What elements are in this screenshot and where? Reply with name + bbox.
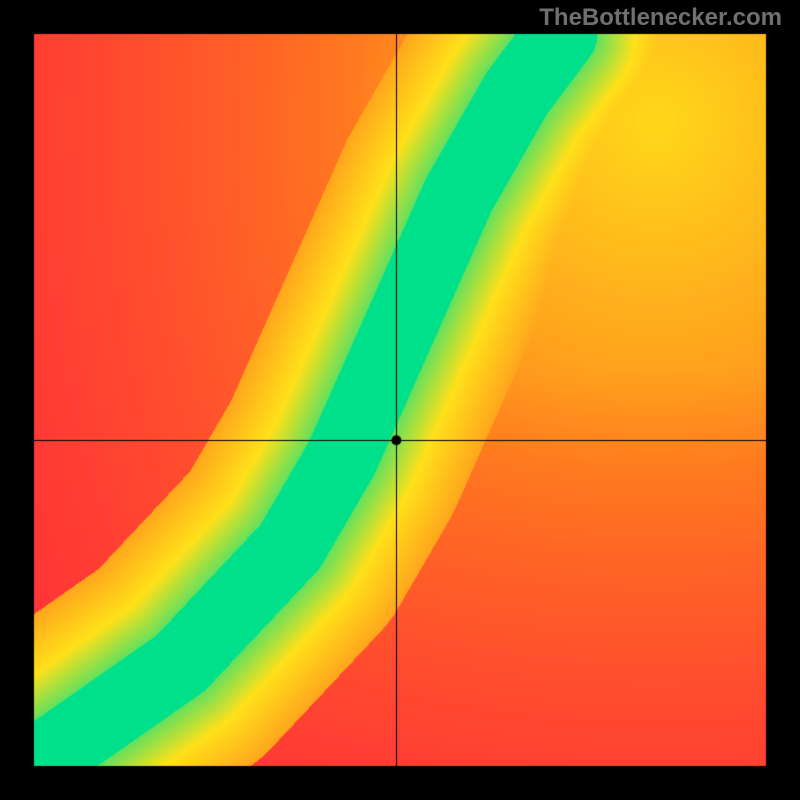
chart-container: TheBottlenecker.com <box>0 0 800 800</box>
watermark-text: TheBottlenecker.com <box>539 4 782 32</box>
bottleneck-heatmap <box>0 0 800 800</box>
